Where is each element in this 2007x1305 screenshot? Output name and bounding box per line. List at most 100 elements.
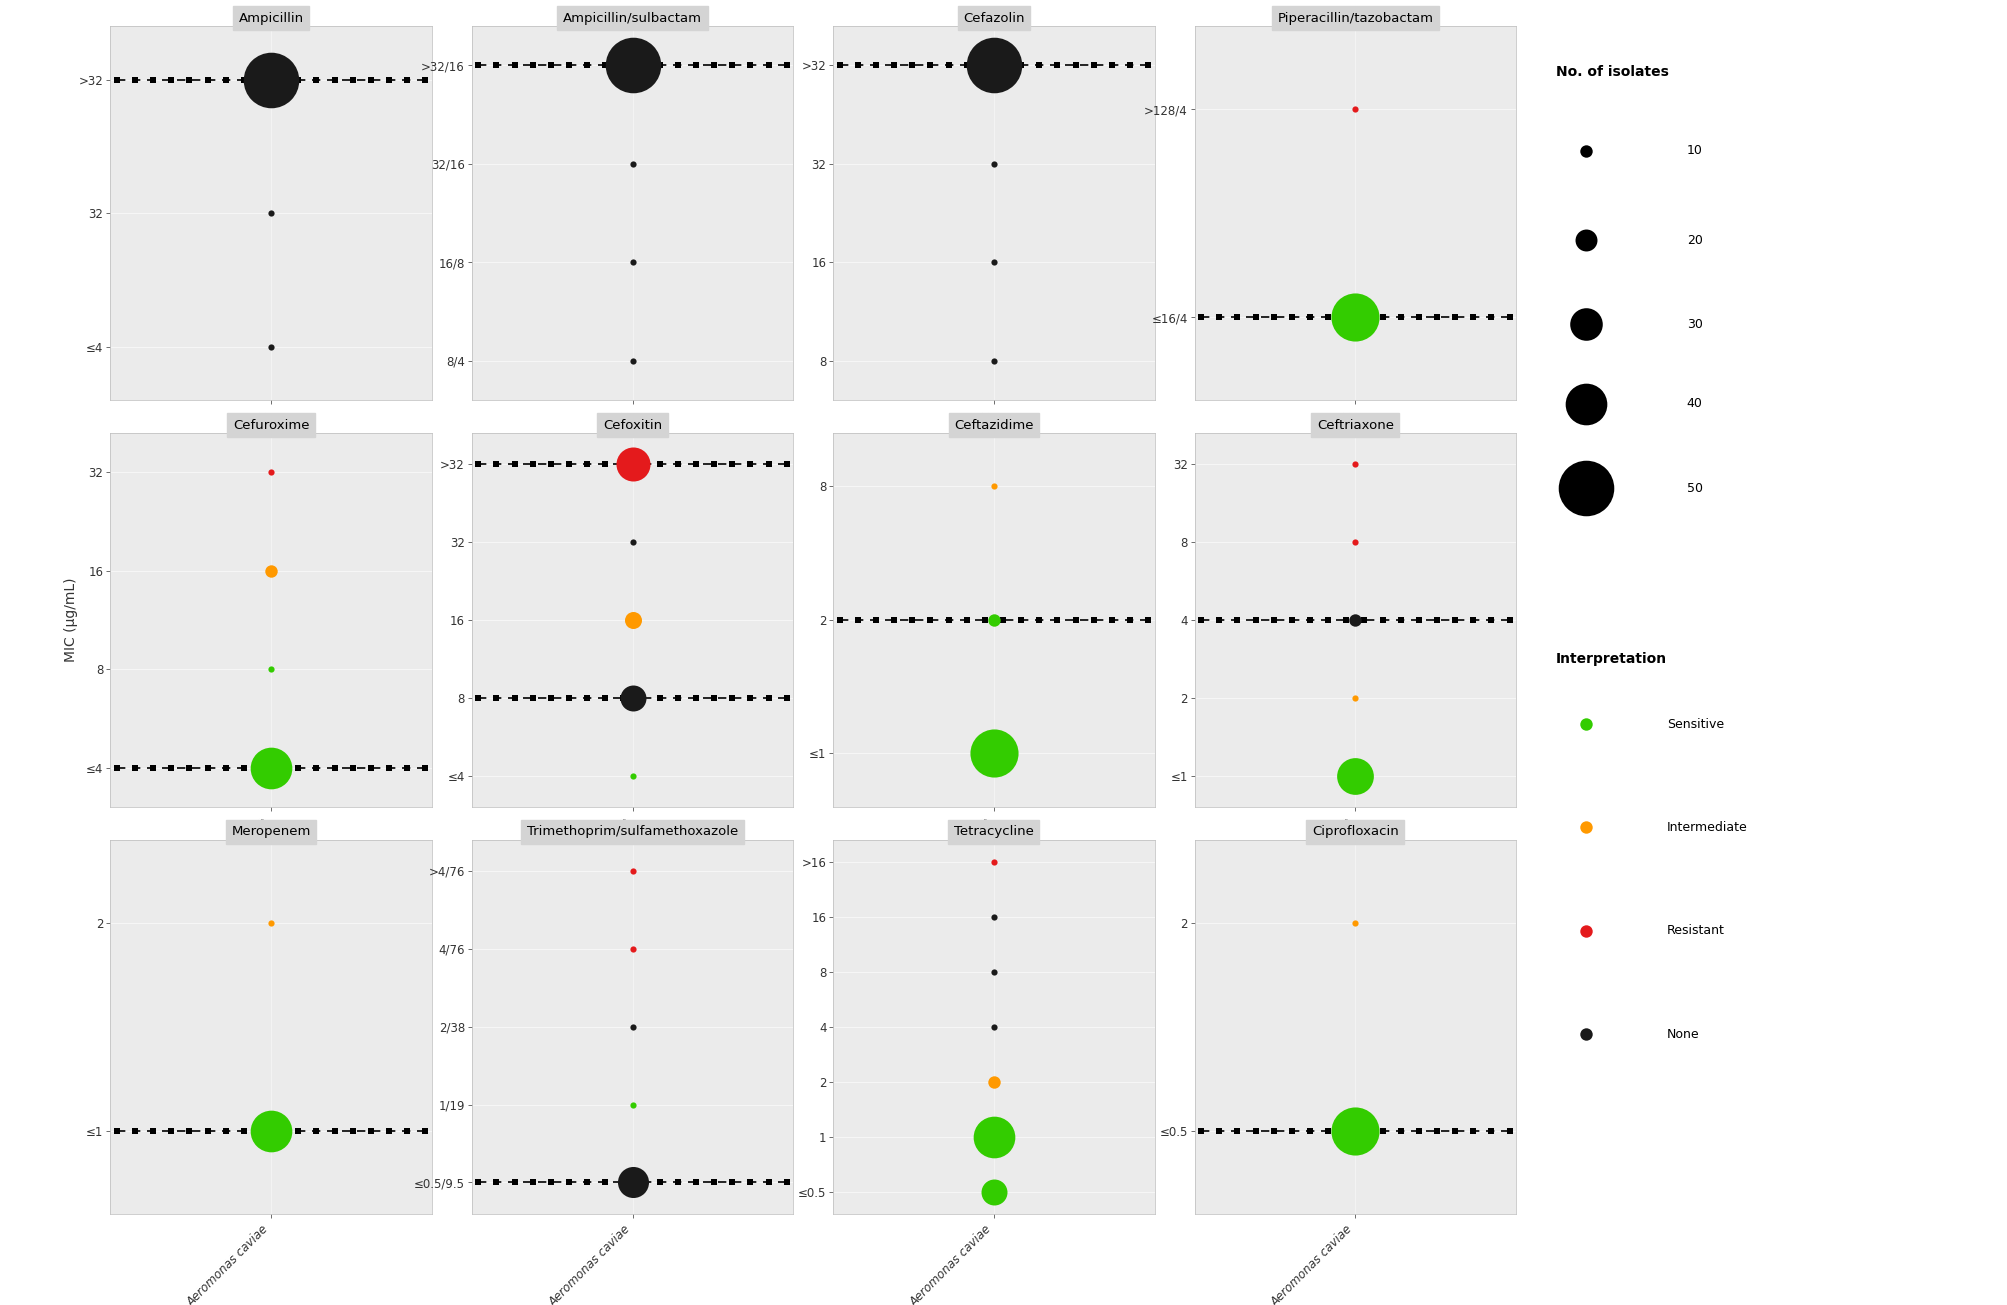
Point [626, 55, 658, 76]
Point [227, 757, 259, 778]
Text: Sensitive: Sensitive [1666, 718, 1722, 731]
Point [100, 69, 132, 90]
Point [771, 1172, 803, 1193]
Point [877, 55, 909, 76]
Point [1329, 609, 1361, 630]
Point [1339, 99, 1371, 120]
Point [409, 757, 442, 778]
Point [498, 688, 530, 709]
Point [987, 55, 1020, 76]
Point [716, 55, 749, 76]
Point [1256, 1120, 1288, 1141]
Point [319, 757, 351, 778]
Point [753, 1172, 785, 1193]
Point [355, 69, 387, 90]
Point [1385, 609, 1417, 630]
Title: Piperacillin/tazobactam: Piperacillin/tazobactam [1276, 12, 1433, 25]
Point [1096, 55, 1128, 76]
Point [480, 454, 512, 475]
Point [616, 609, 648, 630]
Point [462, 1172, 494, 1193]
Point [516, 55, 548, 76]
Point [977, 743, 1010, 763]
Point [644, 55, 676, 76]
Point [931, 55, 963, 76]
Point [301, 69, 333, 90]
Point [245, 1120, 277, 1141]
Y-axis label: MIC (µg/mL): MIC (µg/mL) [64, 578, 78, 662]
Point [552, 688, 584, 709]
Point [616, 1094, 648, 1114]
Point [1078, 55, 1110, 76]
Title: Ciprofloxacin: Ciprofloxacin [1311, 825, 1399, 838]
Point [209, 757, 241, 778]
Point [498, 454, 530, 475]
Point [1274, 307, 1307, 328]
Point [1311, 1120, 1343, 1141]
Point [173, 757, 205, 778]
Point [1184, 609, 1216, 630]
Point [967, 609, 999, 630]
Point [1274, 609, 1307, 630]
Point [626, 1172, 658, 1193]
Point [626, 688, 658, 709]
Point [245, 69, 277, 90]
Point [753, 55, 785, 76]
Point [1339, 912, 1371, 933]
Text: 40: 40 [1686, 397, 1702, 410]
Point [155, 757, 187, 778]
Point [173, 69, 205, 90]
Point [355, 757, 387, 778]
Point [616, 688, 648, 709]
Point [1367, 609, 1399, 630]
Point [552, 454, 584, 475]
Point [283, 69, 315, 90]
Title: Ceftazidime: Ceftazidime [953, 419, 1034, 432]
Point [949, 55, 981, 76]
Point [1132, 609, 1164, 630]
Point [588, 1172, 620, 1193]
Point [1439, 1120, 1471, 1141]
Point [1493, 609, 1525, 630]
Point [1132, 55, 1164, 76]
Point [698, 55, 731, 76]
Point [255, 69, 287, 90]
Title: Ceftriaxone: Ceftriaxone [1317, 419, 1393, 432]
Point [265, 69, 297, 90]
Point [680, 688, 712, 709]
Point [662, 688, 694, 709]
Point [534, 1172, 566, 1193]
Point [1293, 1120, 1325, 1141]
Point [1385, 1120, 1417, 1141]
Point [391, 69, 423, 90]
Point [570, 55, 602, 76]
Point [616, 252, 648, 273]
Point [753, 688, 785, 709]
Point [987, 609, 1020, 630]
Title: Ampicillin: Ampicillin [239, 12, 303, 25]
Point [977, 906, 1010, 927]
Point [1256, 609, 1288, 630]
Point [373, 757, 405, 778]
Point [1238, 609, 1270, 630]
Point [753, 454, 785, 475]
Point [1220, 307, 1252, 328]
Point [771, 454, 803, 475]
Point [606, 55, 638, 76]
Point [895, 55, 927, 76]
Point [516, 454, 548, 475]
Point [588, 454, 620, 475]
Point [516, 688, 548, 709]
Point [1367, 307, 1399, 328]
Point [265, 757, 297, 778]
Point [1475, 1120, 1507, 1141]
Point [662, 454, 694, 475]
Point [155, 69, 187, 90]
Point [1220, 1120, 1252, 1141]
Point [1274, 1120, 1307, 1141]
Point [823, 55, 855, 76]
Point [977, 1017, 1010, 1037]
Point [227, 69, 259, 90]
Point [977, 962, 1010, 983]
Point [255, 757, 287, 778]
